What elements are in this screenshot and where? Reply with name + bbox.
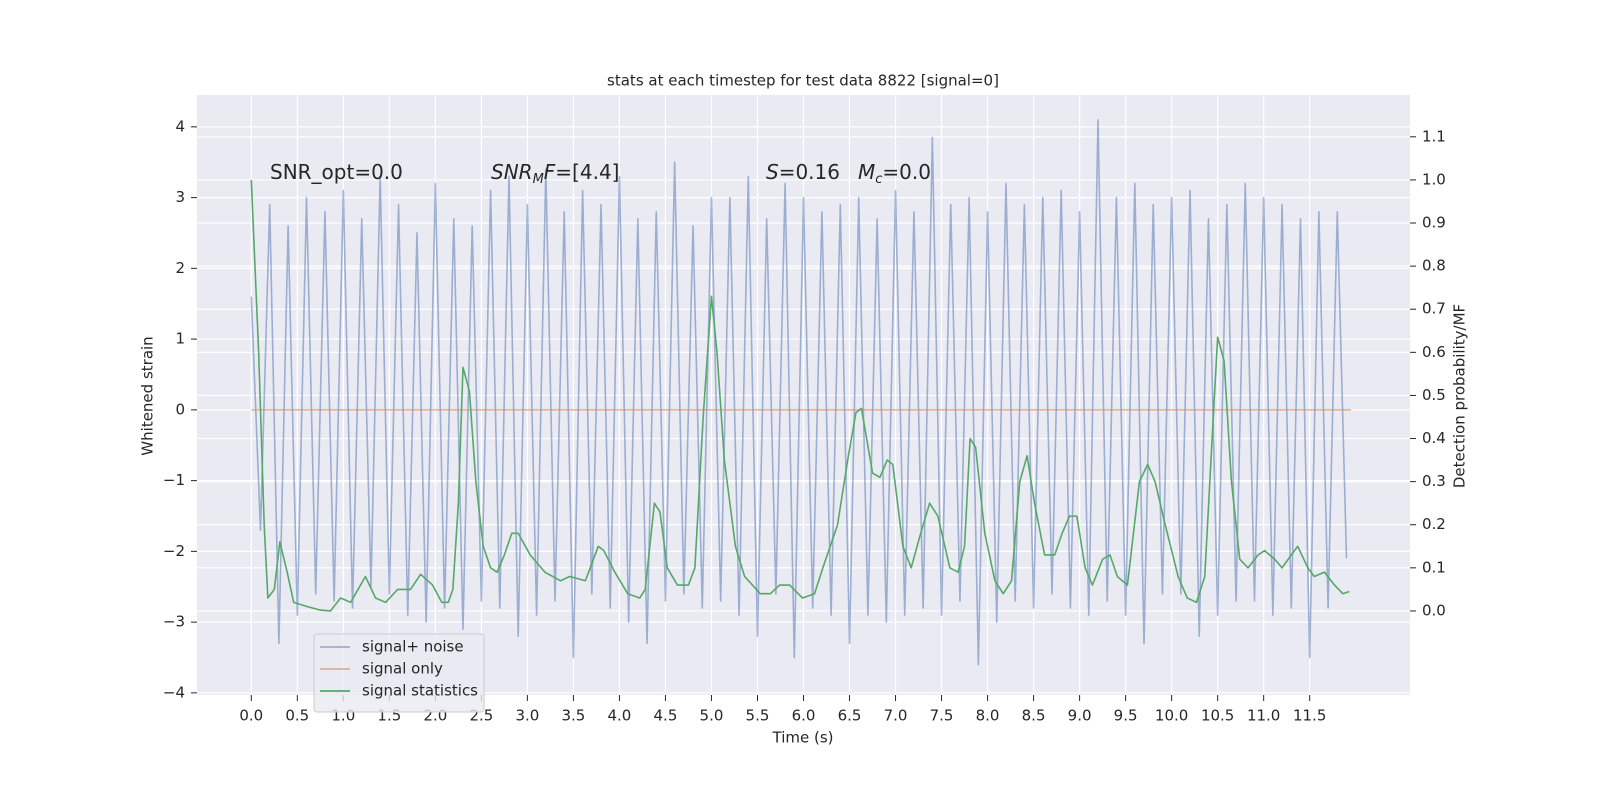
annotation-part: SNR_opt=0.0 [270,160,403,184]
y-tick-label: 4 [175,117,185,135]
y-axis-label: Whitened strain [139,336,157,455]
y2-tick-label: 1.0 [1422,170,1446,188]
y-tick-label: 3 [175,188,185,206]
y2-tick-label: 0.0 [1422,601,1446,619]
x-tick-label: 4.0 [608,707,632,725]
annotation: SNR_opt=0.0 [270,160,403,184]
y-tick-label: −4 [163,683,185,701]
y2-tick-label: 0.9 [1422,214,1446,232]
y-tick-label: 0 [175,400,185,418]
annotation-part: c [875,172,882,187]
annotation: Mc=0.0 [858,160,931,187]
annotation-part: SNR [491,160,533,184]
y-tick-label: 2 [175,259,185,277]
y2-tick-label: 0.5 [1422,386,1446,404]
y-tick-label: 1 [175,330,185,348]
annotation-part: =0.16 [779,160,840,184]
annotation-part: M [858,160,875,184]
y2-axis-label: Detection probability/MF [1451,304,1469,488]
x-tick-label: 6.5 [838,707,862,725]
x-tick-label: 10.5 [1201,707,1234,725]
y2-tick-label: 0.8 [1422,257,1446,275]
x-tick-label: 11.5 [1293,707,1326,725]
y-tick-label: −1 [163,471,185,489]
y2-tick-label: 0.3 [1422,472,1446,490]
y2-tick-label: 0.6 [1422,343,1446,361]
annotation-part: F [544,160,556,184]
x-tick-label: 5.0 [700,707,724,725]
y2-tick-label: 1.1 [1422,127,1446,145]
x-tick-label: 6.0 [792,707,816,725]
legend-box [313,633,485,713]
annotation-part: =[4.4] [555,160,619,184]
y2-tick-label: 0.1 [1422,558,1446,576]
y-tick-label: −2 [163,542,185,560]
x-axis-label: Time (s) [772,729,834,747]
x-tick-label: 0.5 [285,707,309,725]
legend-label: signal+ noise [362,638,464,656]
x-tick-label: 10.0 [1155,707,1188,725]
annotation-part: M [533,172,544,187]
x-tick-label: 7.0 [884,707,908,725]
x-tick-label: 0.0 [239,707,263,725]
legend-label: signal only [362,660,443,678]
series-line [250,179,1350,612]
annotation-part: S [766,160,779,184]
annotation: S=0.16 [766,160,840,184]
x-tick-label: 9.0 [1068,707,1092,725]
x-tick-label: 3.0 [515,707,539,725]
annotation: SNRMF=[4.4] [491,160,619,187]
x-tick-label: 5.5 [746,707,770,725]
y2-tick-label: 0.4 [1422,429,1446,447]
y-tick-label: −3 [163,613,185,631]
x-tick-label: 11.0 [1247,707,1280,725]
chart-title: stats at each timestep for test data 882… [607,72,999,90]
annotation-part: =0.0 [882,160,931,184]
x-tick-label: 8.5 [1022,707,1046,725]
series-line [250,118,1348,666]
x-tick-label: 4.5 [654,707,678,725]
x-tick-label: 8.0 [976,707,1000,725]
x-tick-label: 3.5 [561,707,585,725]
legend-label: signal statistics [362,682,478,700]
x-tick-label: 9.5 [1114,707,1138,725]
y2-tick-label: 0.7 [1422,300,1446,318]
x-tick-label: 7.5 [930,707,954,725]
y2-tick-label: 0.2 [1422,515,1446,533]
